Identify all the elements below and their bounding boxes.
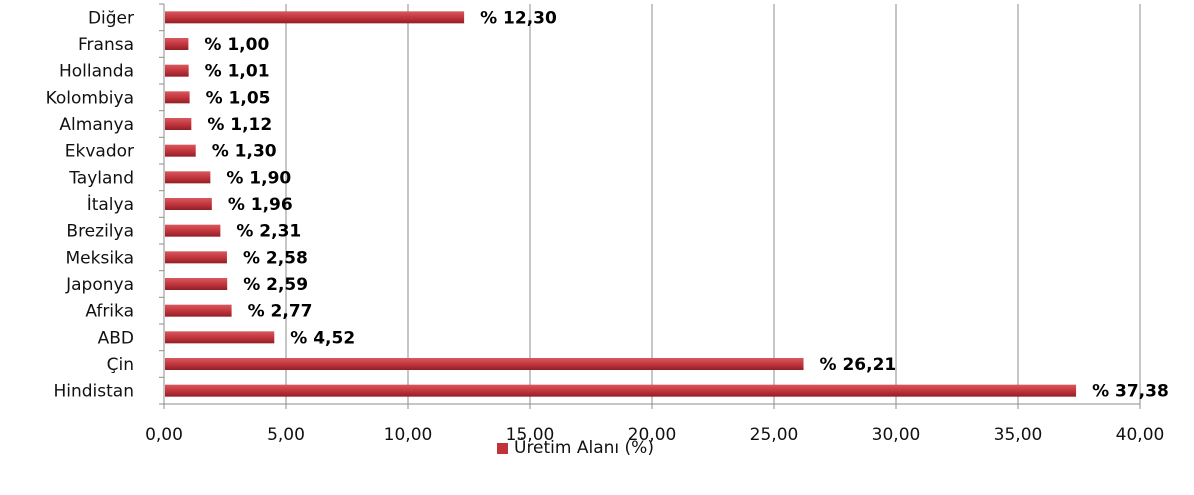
bar	[165, 251, 227, 264]
bar	[165, 224, 221, 237]
category-label: ABD	[98, 328, 134, 348]
bar	[165, 171, 211, 184]
bar	[165, 38, 189, 50]
data-label: % 26,21	[820, 355, 897, 375]
category-label: Fransa	[78, 35, 134, 55]
bars	[165, 11, 1077, 397]
labels: 0,00 5,00 10,00 15,00 20,00 25,00 30,00 35,00 40…	[46, 8, 1169, 445]
category-label: Diğer	[88, 8, 134, 28]
bar	[165, 11, 465, 24]
category-label: Kolombiya	[46, 88, 134, 108]
category-label: Meksika	[65, 248, 134, 268]
data-label: % 2,58	[243, 248, 308, 268]
data-label: % 1,96	[228, 195, 293, 215]
data-label: % 1,01	[205, 62, 270, 82]
x-tick-label: 35,00	[994, 425, 1043, 445]
data-label: % 2,59	[243, 275, 308, 295]
x-tick-label: 25,00	[750, 425, 799, 445]
bar	[165, 91, 190, 104]
data-label: % 1,90	[226, 168, 291, 188]
bar	[165, 278, 228, 290]
bar	[165, 331, 275, 344]
bar	[165, 384, 1077, 397]
data-label: % 2,31	[236, 222, 301, 242]
data-label: % 1,30	[212, 142, 277, 162]
category-label: Hollanda	[59, 62, 134, 82]
x-tick-label: 10,00	[384, 425, 433, 445]
x-tick-label: 20,00	[628, 425, 677, 445]
bar	[165, 304, 232, 317]
data-label: % 37,38	[1092, 382, 1169, 402]
data-label: % 12,30	[480, 8, 557, 28]
category-label: Tayland	[68, 168, 134, 188]
category-label: Afrika	[85, 302, 134, 322]
x-tick-label: 15,00	[506, 425, 555, 445]
x-tick-label: 0,00	[145, 425, 183, 445]
bar	[165, 118, 192, 130]
category-label: Çin	[107, 355, 134, 375]
category-label: Hindistan	[53, 382, 134, 402]
data-label: % 1,12	[207, 115, 272, 135]
data-label: % 4,52	[290, 328, 355, 348]
data-label: % 1,05	[206, 88, 271, 108]
category-label: Ekvador	[65, 142, 134, 162]
data-label: % 1,00	[204, 35, 269, 55]
bar	[165, 64, 189, 77]
x-tick-label: 5,00	[267, 425, 305, 445]
bar	[165, 144, 196, 157]
data-label: % 2,77	[248, 302, 313, 322]
category-label: İtalya	[87, 194, 134, 215]
gridlines	[285, 4, 1141, 404]
bar	[165, 198, 212, 210]
category-label: Brezilya	[66, 222, 134, 242]
category-label: Japonya	[65, 275, 134, 295]
category-label: Almanya	[59, 115, 134, 135]
x-tick-label: 40,00	[1116, 425, 1165, 445]
axes	[159, 3, 1141, 409]
legend-swatch	[497, 442, 508, 454]
legend-label: Üretim Alanı (%)	[514, 438, 654, 458]
x-tick-label: 30,00	[872, 425, 921, 445]
legend: Üretim Alanı (%)	[497, 438, 654, 458]
bar	[165, 358, 804, 370]
